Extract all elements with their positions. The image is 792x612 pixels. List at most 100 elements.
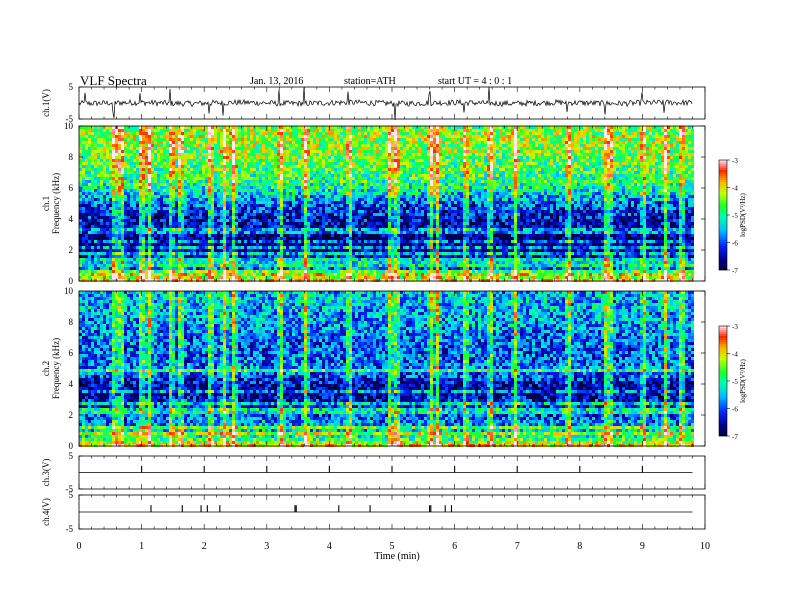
ch1-spectrogram-cell bbox=[508, 150, 511, 153]
ch1-spectrogram-cell bbox=[322, 180, 325, 183]
ch1-spectrogram-cell bbox=[262, 156, 265, 159]
ch1-spectrogram-cell bbox=[535, 174, 538, 177]
ch1-spectrogram-cell bbox=[268, 126, 271, 129]
ch1-spectrogram-cell bbox=[232, 174, 235, 177]
ch1-spectrogram-cell bbox=[673, 162, 676, 165]
ch1-spectrogram-cell bbox=[124, 192, 127, 195]
ch1-spectrogram-cell bbox=[256, 144, 259, 147]
ch1-spectrogram-cell bbox=[271, 168, 274, 171]
ch1-spectrogram-cell bbox=[589, 144, 592, 147]
ch1-spectrogram-cell bbox=[148, 129, 151, 132]
ch1-spectrogram-cell bbox=[661, 147, 664, 150]
ch1-spectrogram-cell bbox=[670, 159, 673, 162]
ch1-spectrogram-cell bbox=[556, 183, 559, 186]
ch1-spectrogram-cell bbox=[400, 156, 403, 159]
ch1-spectrogram-cell bbox=[250, 198, 253, 201]
ch1-spectrogram-cell bbox=[454, 153, 457, 156]
ch1-spectrogram-cell bbox=[340, 186, 343, 189]
ch1-spectrogram-cell bbox=[595, 168, 598, 171]
ch1-spectrogram-cell bbox=[484, 189, 487, 192]
ch1-spectrogram-cell bbox=[553, 195, 556, 198]
ch1-spectrogram-cell bbox=[565, 177, 568, 180]
ch1-spectrogram-cell bbox=[544, 126, 547, 129]
ch1-spectrogram-cell bbox=[304, 192, 307, 195]
ch1-spectrogram-cell bbox=[514, 162, 517, 165]
ch1-spectrogram-cell bbox=[109, 156, 112, 159]
ch1-spectrogram-cell bbox=[376, 150, 379, 153]
ch1-spectrogram-cell bbox=[382, 132, 385, 135]
ch1-spectrogram-cell bbox=[469, 165, 472, 168]
ch1-spectrogram-cell bbox=[631, 189, 634, 192]
ch1-spectrogram-cell bbox=[367, 189, 370, 192]
ch1-spectrogram-cell bbox=[283, 126, 286, 129]
ch1-spectrogram-cell bbox=[559, 183, 562, 186]
ch1-spectrogram-cell bbox=[325, 165, 328, 168]
ch1-spectrogram-cell bbox=[121, 144, 124, 147]
ch1-spectrogram-cell bbox=[511, 156, 514, 159]
ch1-spectrogram-cell bbox=[154, 189, 157, 192]
ch1-spectrogram-cell bbox=[307, 132, 310, 135]
ch1-spectrogram-cell bbox=[445, 186, 448, 189]
ch1-spectrogram-cell bbox=[208, 174, 211, 177]
ch1-spectrogram-cell bbox=[271, 192, 274, 195]
ch1-spectrogram-cell bbox=[508, 135, 511, 138]
ch1-spectrogram-cell bbox=[304, 156, 307, 159]
ch1-spectrogram-cell bbox=[322, 186, 325, 189]
ch1-spectrogram-cell bbox=[424, 168, 427, 171]
ch1-spectrogram-cell bbox=[604, 192, 607, 195]
ch1-spectrogram-cell bbox=[124, 198, 127, 201]
ch1-spectrogram-cell bbox=[352, 177, 355, 180]
ch1-spectrogram-cell bbox=[112, 180, 115, 183]
ch1-spectrogram-cell bbox=[427, 162, 430, 165]
ch1-spectrogram-cell bbox=[433, 186, 436, 189]
ch1-spectrogram-cell bbox=[433, 126, 436, 129]
ch1-spectrogram-cell bbox=[400, 186, 403, 189]
ch1-spectrogram-cell bbox=[553, 156, 556, 159]
ch1-spectrogram-cell bbox=[232, 159, 235, 162]
ch1-spectrogram-cell bbox=[625, 189, 628, 192]
ch1-spectrogram-cell bbox=[625, 144, 628, 147]
ch1-spectrogram-cell bbox=[568, 177, 571, 180]
ch1-spectrogram-cell bbox=[340, 156, 343, 159]
ch1-spectrogram-cell bbox=[292, 132, 295, 135]
ch1-spectrogram-cell bbox=[358, 186, 361, 189]
ch1-spectrogram-cell bbox=[190, 132, 193, 135]
ch1-spectrogram-cell bbox=[253, 171, 256, 174]
ch1-spectrogram-cell bbox=[214, 147, 217, 150]
ch1-spectrogram-cell bbox=[229, 165, 232, 168]
ch1-spectrogram-cell bbox=[682, 186, 685, 189]
ch1-spectrogram-cell bbox=[553, 135, 556, 138]
ch1-spectrogram-cell bbox=[166, 183, 169, 186]
ch1-spectrogram-cell bbox=[94, 135, 97, 138]
ch1-spectrogram-cell bbox=[589, 162, 592, 165]
ch1-spectrogram-cell bbox=[244, 159, 247, 162]
ch1-spectrogram-cell bbox=[607, 138, 610, 141]
ch1-spectrogram-cell bbox=[499, 132, 502, 135]
ch1-spectrogram-cell bbox=[649, 189, 652, 192]
ch1-spectrogram-cell bbox=[181, 192, 184, 195]
ch1-spectrogram-cell bbox=[466, 168, 469, 171]
ch1-spectrogram-cell bbox=[334, 153, 337, 156]
ch1-spectrogram-cell bbox=[280, 174, 283, 177]
ch1-spectrogram-cell bbox=[397, 186, 400, 189]
ch1-spectrogram-cell bbox=[448, 186, 451, 189]
ch1-spectrogram-cell bbox=[646, 144, 649, 147]
ch1-spectrogram-cell bbox=[553, 171, 556, 174]
ch1-spectrogram-cell bbox=[97, 156, 100, 159]
ch1-spectrogram-cell bbox=[586, 153, 589, 156]
ch1-spectrogram-cell bbox=[151, 150, 154, 153]
ch1-spectrogram-cell bbox=[517, 171, 520, 174]
ch1-spectrogram-cell bbox=[400, 129, 403, 132]
ch1-spectrogram-cell bbox=[388, 126, 391, 129]
ch1-spectrogram-cell bbox=[139, 144, 142, 147]
ch1-spectrogram-cell bbox=[406, 192, 409, 195]
ch1-spectrogram-cell bbox=[343, 144, 346, 147]
ch1-spectrogram-cell bbox=[271, 159, 274, 162]
ch1-spectrogram-cell bbox=[274, 126, 277, 129]
ch1-spectrogram-cell bbox=[319, 126, 322, 129]
ch1-spectrogram-cell bbox=[466, 195, 469, 198]
ch1-spectrogram-cell bbox=[577, 135, 580, 138]
ch1-spectrogram-cell bbox=[613, 156, 616, 159]
ch1-spectrogram-cell bbox=[94, 192, 97, 195]
ch1-spectrogram-cell bbox=[565, 174, 568, 177]
